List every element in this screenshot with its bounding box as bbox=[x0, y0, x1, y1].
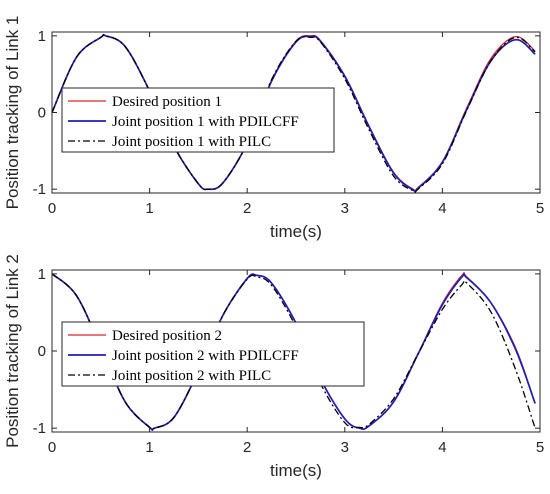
y-tick-label: 0 bbox=[38, 343, 46, 360]
legend-entry-2: Joint position 2 with PDILCFF bbox=[112, 348, 299, 364]
y-tick-label: -1 bbox=[33, 420, 46, 437]
x-tick-label: 2 bbox=[243, 200, 251, 217]
legend-entry-2: Joint position 1 with PDILCFF bbox=[112, 114, 299, 130]
x-tick-label: 0 bbox=[48, 439, 56, 456]
y-axis-label: Position tracking of Link 1 bbox=[3, 16, 22, 210]
x-tick-label: 2 bbox=[243, 439, 251, 456]
legend: Desired position 2 Joint position 2 with … bbox=[61, 321, 365, 387]
x-tick-label: 4 bbox=[438, 439, 446, 456]
x-tick-label: 3 bbox=[341, 439, 349, 456]
x-axis-label: time(s) bbox=[270, 222, 322, 241]
series-line-3 bbox=[51, 34, 536, 194]
legend-box bbox=[61, 321, 365, 387]
x-tick-label: 5 bbox=[536, 439, 544, 456]
y-axis-label: Position tracking of Link 2 bbox=[3, 254, 22, 448]
y-tick-label: 1 bbox=[38, 28, 46, 45]
y-tick-label: 0 bbox=[38, 105, 46, 122]
x-tick-label: 0 bbox=[48, 200, 56, 217]
x-tick-label: 3 bbox=[341, 200, 349, 217]
legend-entry-1: Desired position 2 bbox=[112, 328, 222, 344]
x-axis-label: time(s) bbox=[270, 461, 322, 480]
y-tick-label: -1 bbox=[33, 181, 46, 198]
legend-box bbox=[61, 87, 335, 153]
legend-entry-3: Joint position 1 with PILC bbox=[112, 134, 271, 150]
legend-entry-1: Desired position 1 bbox=[112, 94, 222, 110]
x-tick-label: 5 bbox=[536, 200, 544, 217]
legend-entry-3: Joint position 2 with PILC bbox=[112, 368, 271, 384]
y-tick-label: 1 bbox=[38, 266, 46, 283]
legend: Desired position 1 Joint position 1 with … bbox=[61, 87, 335, 153]
x-tick-label: 1 bbox=[145, 439, 153, 456]
x-tick-label: 4 bbox=[438, 200, 446, 217]
x-tick-label: 1 bbox=[145, 200, 153, 217]
